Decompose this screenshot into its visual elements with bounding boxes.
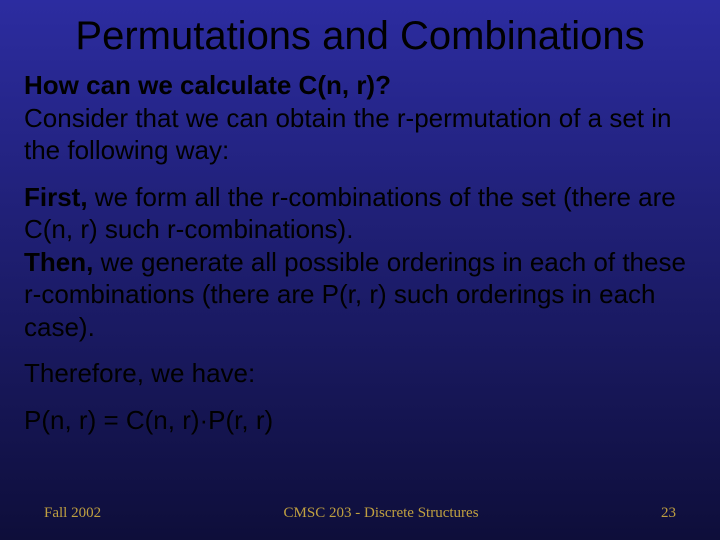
footer-center: CMSC 203 - Discrete Structures — [284, 505, 479, 522]
text-run: Then, — [24, 247, 93, 277]
slide-title: Permutations and Combinations — [24, 14, 696, 59]
paragraph: How can we calculate C(n, r)?Consider th… — [24, 69, 696, 167]
footer-right: 23 — [661, 505, 676, 522]
text-run: How can we calculate C(n, r)? — [24, 70, 391, 100]
text-run: Consider that we can obtain the r-permut… — [24, 103, 671, 166]
text-run: we generate all possible orderings in ea… — [24, 247, 686, 342]
slide: Permutations and Combinations How can we… — [0, 0, 720, 540]
text-run: we form all the r-combinations of the se… — [24, 182, 676, 245]
slide-footer: Fall 2002 CMSC 203 - Discrete Structures… — [24, 505, 696, 522]
paragraph: First, we form all the r-combinations of… — [24, 181, 696, 344]
paragraph: Therefore, we have: — [24, 357, 696, 390]
paragraph: P(n, r) = C(n, r)·P(r, r) — [24, 404, 696, 437]
text-run: P(n, r) = C(n, r)·P(r, r) — [24, 405, 273, 435]
text-run: First, — [24, 182, 88, 212]
footer-left: Fall 2002 — [44, 505, 101, 522]
text-run: Therefore, we have: — [24, 358, 255, 388]
slide-body: How can we calculate C(n, r)?Consider th… — [24, 69, 696, 505]
